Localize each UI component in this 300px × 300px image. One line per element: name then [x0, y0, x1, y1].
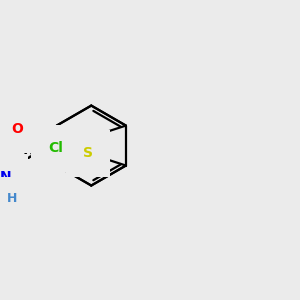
Text: F: F — [22, 176, 32, 190]
Text: H: H — [7, 192, 17, 205]
Text: N: N — [0, 170, 11, 184]
Text: O: O — [11, 122, 23, 136]
Text: S: S — [83, 146, 93, 160]
Text: Cl: Cl — [48, 141, 63, 155]
